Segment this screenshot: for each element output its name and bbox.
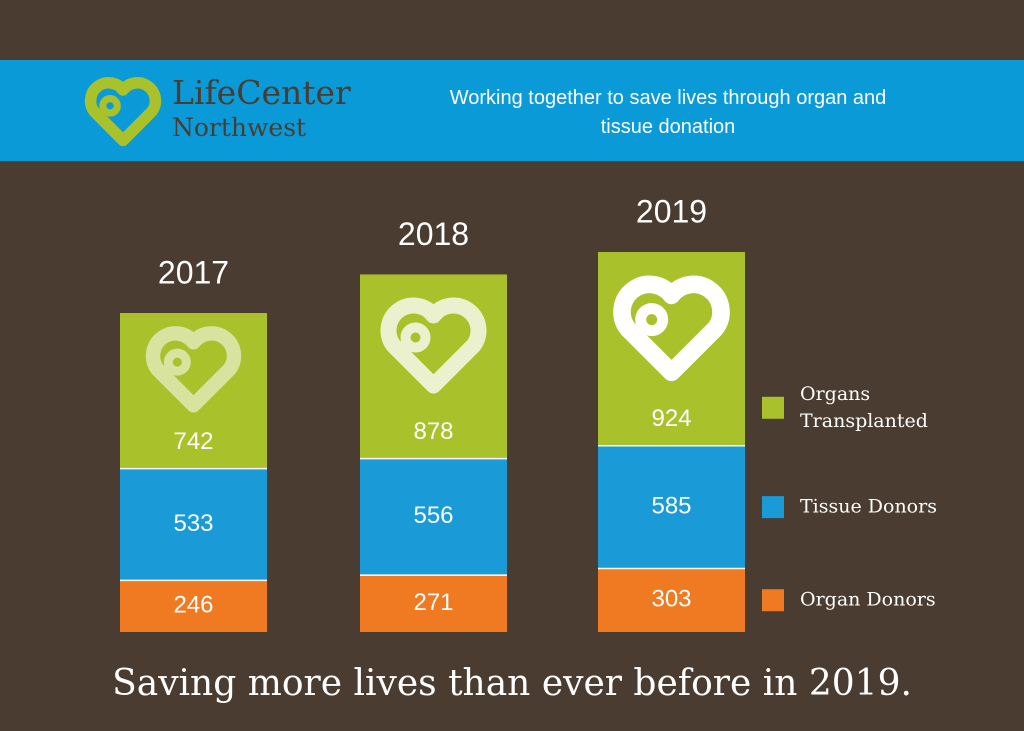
year-label: 2018 (398, 216, 469, 252)
legend-label: Tissue Donors (800, 495, 937, 518)
year-label: 2017 (158, 254, 229, 290)
legend-swatch (762, 496, 784, 519)
footer: Saving more lives than ever before in 20… (112, 663, 912, 704)
header-band (0, 60, 1024, 161)
value-label: 924 (651, 405, 691, 432)
legend-label: Organ Donors (800, 588, 936, 611)
heart-icon (613, 275, 730, 382)
logo-icon (84, 77, 162, 147)
bar-segment (120, 580, 267, 632)
legend-label: Organs Transplanted (800, 382, 928, 432)
value-label: 246 (173, 592, 213, 619)
heart-shape (613, 275, 730, 382)
legend-swatch (762, 589, 784, 612)
legend-swatch (762, 396, 784, 419)
value-label: 585 (651, 492, 691, 519)
heart-loop (635, 303, 669, 337)
heart-icon (380, 297, 487, 394)
bar-segment (360, 575, 507, 632)
heart-icon (145, 326, 242, 413)
heart-shape (145, 326, 242, 413)
bar-segment (598, 445, 745, 569)
heart-loop (400, 322, 431, 353)
bar-segment (598, 568, 745, 632)
value-label: 271 (413, 589, 453, 616)
bar-segment (360, 458, 507, 576)
heart-shape (380, 297, 487, 394)
value-label: 303 (651, 586, 691, 613)
logo-region: Northwest (172, 113, 306, 142)
value-label: 878 (413, 418, 453, 445)
value-label: 742 (173, 428, 213, 455)
year-label: 2019 (636, 193, 707, 229)
bar-segment (120, 468, 267, 581)
value-label: 533 (173, 510, 213, 537)
logo-name: LifeCenter (172, 73, 351, 112)
tagline: Working together to save lives through o… (449, 87, 887, 138)
value-label: 556 (413, 502, 453, 529)
heart-loop (163, 348, 191, 376)
